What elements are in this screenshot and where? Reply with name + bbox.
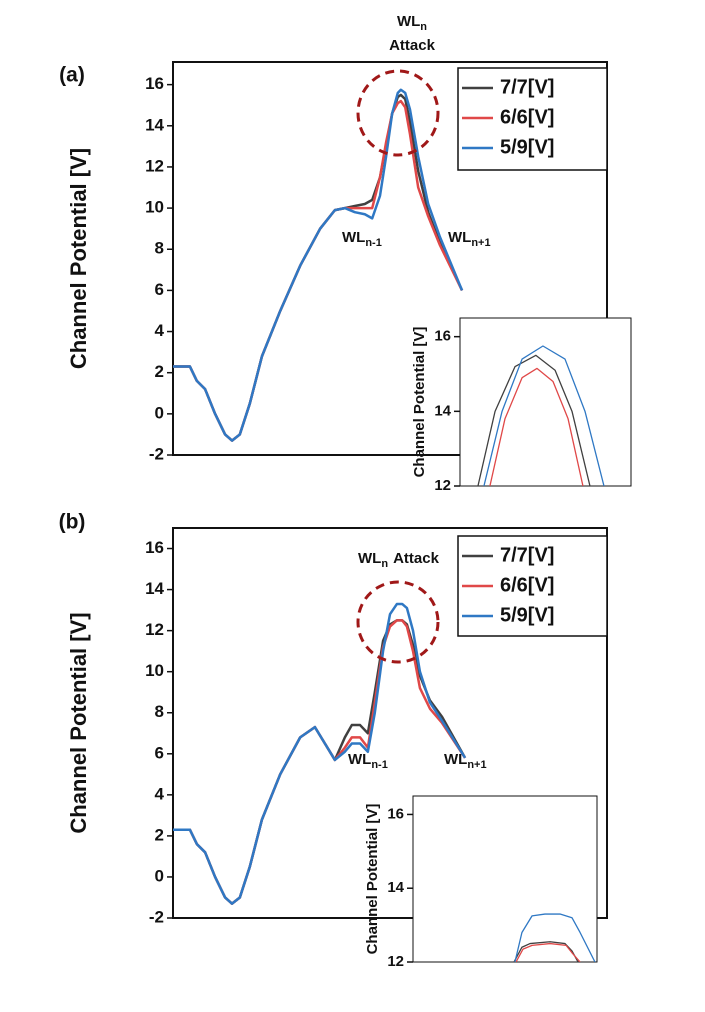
series-line [173, 602, 467, 905]
y-tick-label: -2 [149, 444, 164, 463]
annotation-text: WL [342, 229, 365, 246]
legend-label: 6/6[V] [500, 574, 554, 596]
y-tick-label: 10 [145, 198, 164, 217]
y-tick-label: 12 [434, 477, 451, 494]
lines [513, 913, 596, 962]
annotation: Attack [389, 37, 436, 54]
annotation-sub: n-1 [371, 759, 388, 771]
annotation: WLn-1 [342, 229, 382, 249]
y-tick-label: 14 [434, 402, 451, 419]
annotation: WLn Attack [358, 550, 440, 570]
annotation: WLn+1 [444, 751, 487, 771]
annotation: WLn+1 [448, 229, 491, 249]
panel-label: (a) [59, 64, 85, 87]
plot-area [412, 795, 598, 963]
y-axis-label: Channel Potential [V] [411, 327, 428, 478]
y-tick-label: 14 [387, 879, 404, 896]
y-tick-label: 16 [434, 328, 451, 345]
legend-label: 7/7[V] [500, 544, 554, 566]
y-tick-label: 2 [155, 825, 164, 844]
y-tick-label: 2 [155, 362, 164, 381]
annotation: WLn [397, 13, 427, 33]
series-line [489, 367, 584, 486]
lines [173, 602, 467, 905]
y-tick-label: 14 [145, 115, 164, 134]
annotation-text: WL [397, 13, 420, 30]
y-tick-label: 6 [155, 280, 164, 299]
y-tick-label: 14 [145, 579, 164, 598]
annotation-text: WL [348, 751, 371, 768]
y-axis-label: Channel Potential [V] [66, 612, 91, 833]
annotation-text: Attack [389, 37, 436, 54]
plot-area [459, 317, 632, 487]
y-tick-label: 10 [145, 661, 164, 680]
annotation-text: WL [448, 229, 471, 246]
legend-label: 7/7[V] [500, 76, 554, 98]
legend-label: 5/9[V] [500, 136, 554, 158]
y-tick-label: -2 [149, 907, 164, 926]
series-line [513, 941, 579, 962]
y-tick-label: 4 [155, 784, 165, 803]
y-tick-label: 8 [155, 239, 164, 258]
y-tick-label: 16 [145, 538, 164, 557]
annotation-sub: n+1 [471, 237, 490, 249]
y-axis-label: Channel Potential [V] [364, 804, 381, 955]
legend-label: 5/9[V] [500, 604, 554, 626]
annotation: WLn-1 [348, 751, 388, 771]
y-axis-label: Channel Potential [V] [66, 148, 91, 369]
lines [477, 345, 605, 486]
y-tick-label: 16 [387, 805, 404, 822]
y-tick-label: 16 [145, 74, 164, 93]
annotation-suffix: Attack [393, 550, 440, 567]
annotation-text: WL [444, 751, 467, 768]
y-tick-label: 12 [387, 953, 404, 970]
y-tick-label: 12 [145, 620, 164, 639]
y-tick-label: 8 [155, 702, 164, 721]
panel-label: (b) [59, 511, 86, 534]
y-tick-label: 4 [155, 321, 165, 340]
series-line [173, 88, 464, 442]
series-line [514, 913, 596, 962]
series-line [483, 345, 605, 486]
annotation-sub: n [381, 558, 388, 570]
annotation-sub: n-1 [365, 237, 382, 249]
series-line [515, 942, 581, 962]
y-tick-label: 12 [145, 156, 164, 175]
highlight-circle [356, 69, 440, 157]
annotation-text: WL [358, 550, 381, 567]
y-tick-label: 0 [155, 403, 164, 422]
annotation-sub: n [420, 21, 427, 33]
y-tick-label: 0 [155, 866, 164, 885]
series-line [477, 354, 591, 486]
lines [173, 88, 464, 442]
annotation-sub: n+1 [467, 759, 486, 771]
y-tick-label: 6 [155, 743, 164, 762]
highlight-circle [356, 580, 440, 664]
legend-label: 6/6[V] [500, 106, 554, 128]
